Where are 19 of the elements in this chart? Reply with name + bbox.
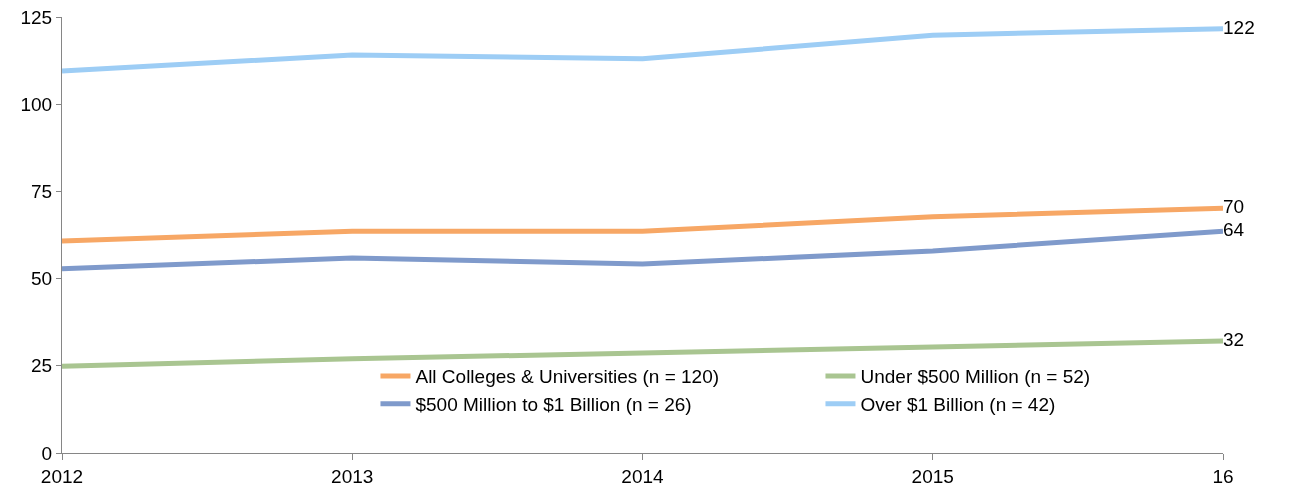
x-tick-label: 2013 [331,465,374,487]
y-tick-label: 100 [20,93,53,115]
data-label: 70 [1223,195,1245,217]
x-tick-label: 16 [1212,465,1234,487]
legend-label: $500 Million to $1 Billion (n = 26) [415,394,692,416]
y-tick-label: 50 [31,268,53,290]
data-label: 64 [1223,218,1245,240]
legend-label: Under $500 Million (n = 52) [860,366,1091,388]
x-tick-label: 2014 [621,465,665,487]
y-tick-label: 0 [41,442,53,464]
y-tick-label: 125 [20,6,53,28]
x-tick-label: 2015 [911,465,954,487]
y-tick-label: 25 [31,355,53,377]
data-label: 32 [1223,328,1245,350]
legend-label: Over $1 Billion (n = 42) [860,394,1056,416]
y-tick-label: 75 [31,181,53,203]
x-tick-label: 2012 [40,465,84,487]
data-label: 122 [1223,16,1255,38]
legend-label: All Colleges & Universities (n = 120) [415,366,720,388]
